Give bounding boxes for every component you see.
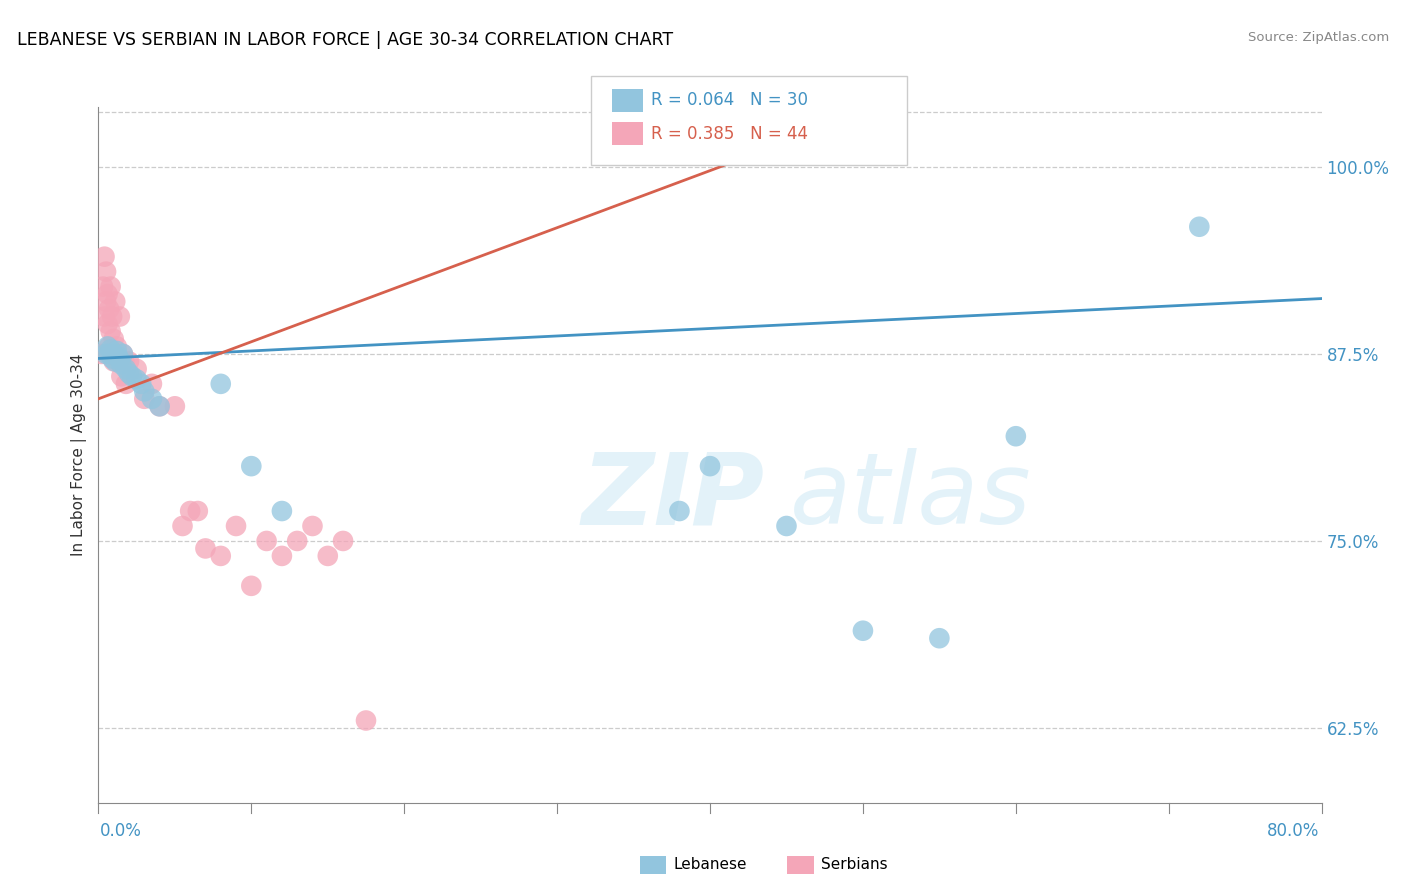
Text: ZIP: ZIP bbox=[582, 448, 765, 545]
Point bbox=[316, 549, 339, 563]
Text: atlas: atlas bbox=[790, 448, 1031, 545]
Point bbox=[108, 352, 131, 367]
Point bbox=[134, 392, 156, 406]
Y-axis label: In Labor Force | Age 30-34: In Labor Force | Age 30-34 bbox=[72, 353, 87, 557]
Text: Lebanese: Lebanese bbox=[673, 857, 747, 871]
Point bbox=[134, 384, 156, 399]
Point bbox=[115, 362, 138, 376]
Text: Serbians: Serbians bbox=[821, 857, 887, 871]
Point bbox=[187, 504, 209, 518]
Point bbox=[100, 325, 122, 339]
Point bbox=[668, 504, 690, 518]
Point bbox=[928, 631, 950, 645]
Point bbox=[98, 347, 121, 361]
Text: Source: ZipAtlas.com: Source: ZipAtlas.com bbox=[1249, 31, 1389, 45]
Point bbox=[115, 376, 138, 391]
Point bbox=[111, 347, 134, 361]
Point bbox=[103, 332, 125, 346]
Point bbox=[101, 347, 124, 361]
Point bbox=[108, 310, 131, 324]
Point bbox=[110, 369, 132, 384]
Point bbox=[104, 294, 127, 309]
Point bbox=[270, 504, 292, 518]
Text: R = 0.385   N = 44: R = 0.385 N = 44 bbox=[651, 125, 808, 143]
Point bbox=[194, 541, 217, 556]
Point bbox=[699, 459, 721, 474]
Point bbox=[111, 347, 134, 361]
Point bbox=[240, 459, 263, 474]
Point bbox=[97, 287, 120, 301]
Point bbox=[93, 250, 115, 264]
Point bbox=[103, 347, 125, 361]
Point bbox=[104, 354, 127, 368]
Point bbox=[91, 279, 114, 293]
Point bbox=[103, 354, 125, 368]
Point bbox=[332, 533, 354, 548]
Point bbox=[1004, 429, 1026, 443]
Point bbox=[98, 339, 121, 353]
Point bbox=[105, 343, 128, 358]
Text: R = 0.064   N = 30: R = 0.064 N = 30 bbox=[651, 91, 808, 109]
Point bbox=[256, 533, 278, 548]
Point bbox=[90, 347, 112, 361]
Point bbox=[125, 362, 148, 376]
Point bbox=[101, 310, 124, 324]
Point bbox=[285, 533, 308, 548]
Point bbox=[107, 354, 129, 368]
Point bbox=[101, 351, 124, 366]
Point bbox=[149, 399, 172, 413]
Text: 80.0%: 80.0% bbox=[1267, 822, 1319, 840]
Point bbox=[1188, 219, 1211, 234]
Point bbox=[112, 354, 135, 368]
Point bbox=[163, 399, 186, 413]
Point bbox=[94, 294, 117, 309]
Text: 0.0%: 0.0% bbox=[100, 822, 142, 840]
Point bbox=[94, 265, 117, 279]
Point bbox=[105, 339, 128, 353]
Point bbox=[775, 519, 797, 533]
Text: LEBANESE VS SERBIAN IN LABOR FORCE | AGE 30-34 CORRELATION CHART: LEBANESE VS SERBIAN IN LABOR FORCE | AGE… bbox=[17, 31, 673, 49]
Point bbox=[149, 399, 172, 413]
Point bbox=[141, 392, 163, 406]
Point bbox=[354, 714, 377, 728]
Point bbox=[118, 367, 141, 381]
Point bbox=[125, 372, 148, 386]
Point bbox=[97, 339, 120, 353]
Point bbox=[107, 350, 129, 364]
Point bbox=[141, 376, 163, 391]
Point bbox=[172, 519, 194, 533]
Point bbox=[179, 504, 201, 518]
Point bbox=[301, 519, 323, 533]
Point bbox=[129, 376, 152, 391]
Point bbox=[100, 279, 122, 293]
Point bbox=[118, 354, 141, 368]
Point bbox=[100, 343, 122, 357]
Point bbox=[209, 376, 232, 391]
Point bbox=[97, 317, 120, 331]
Point bbox=[121, 369, 143, 384]
Point bbox=[94, 347, 117, 361]
Point bbox=[209, 549, 232, 563]
Point bbox=[270, 549, 292, 563]
Point bbox=[93, 310, 115, 324]
Point bbox=[98, 301, 121, 316]
Point bbox=[852, 624, 875, 638]
Point bbox=[110, 358, 132, 372]
Point bbox=[225, 519, 247, 533]
Point bbox=[240, 579, 263, 593]
